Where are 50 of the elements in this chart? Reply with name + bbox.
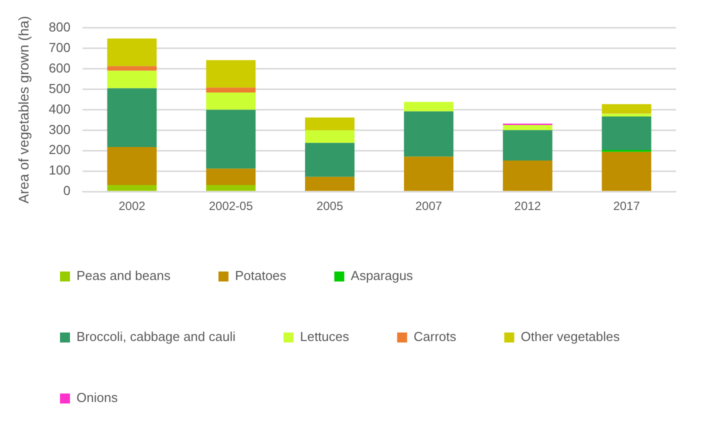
bar bbox=[404, 111, 454, 157]
bar bbox=[602, 113, 652, 116]
bar bbox=[206, 88, 256, 92]
legend-label: Onions bbox=[76, 390, 118, 406]
legend-label: Potatoes bbox=[234, 268, 287, 284]
bar bbox=[502, 130, 552, 160]
legend-label: Peas and beans bbox=[76, 268, 171, 284]
y-tick-label: 800 bbox=[48, 19, 70, 34]
legend-label: Carrots bbox=[414, 329, 457, 344]
y-tick-label: 400 bbox=[48, 101, 70, 116]
bar bbox=[107, 70, 157, 88]
x-tick-label: 2017 bbox=[613, 199, 640, 214]
y-axis-title: Area of vegetables grown (ha) bbox=[15, 16, 32, 204]
x-tick-label: 2002 bbox=[118, 199, 146, 214]
bar bbox=[206, 92, 256, 110]
y-tick-label: 600 bbox=[48, 60, 70, 76]
bar bbox=[602, 104, 652, 113]
bar bbox=[602, 152, 652, 191]
bar bbox=[305, 176, 355, 191]
bar bbox=[602, 116, 652, 150]
bar bbox=[107, 146, 157, 186]
bar bbox=[206, 60, 256, 88]
bar bbox=[305, 130, 355, 143]
legend-label: Asparagus bbox=[350, 268, 414, 284]
bar bbox=[206, 185, 256, 191]
y-tick-label: 500 bbox=[48, 80, 70, 96]
bar bbox=[107, 66, 157, 71]
y-tick-label: 100 bbox=[48, 162, 70, 178]
bar bbox=[107, 88, 157, 147]
bar bbox=[404, 102, 454, 112]
legend-label: Lettuces bbox=[300, 329, 350, 344]
x-tick-label: 2005 bbox=[316, 199, 344, 214]
bar bbox=[502, 160, 552, 191]
bar bbox=[107, 38, 157, 66]
bar bbox=[206, 110, 256, 169]
legend-label: Other vegetables bbox=[520, 329, 620, 344]
bar bbox=[502, 125, 552, 130]
y-tick-label: 0 bbox=[63, 183, 70, 198]
x-tick-label: 2002-05 bbox=[208, 199, 254, 214]
bar bbox=[206, 168, 256, 186]
legend-label: Broccoli, cabbage and cauli bbox=[76, 329, 236, 344]
x-tick-label: 2012 bbox=[514, 199, 542, 214]
y-tick-label: 200 bbox=[48, 142, 70, 158]
y-tick-label: 300 bbox=[48, 122, 70, 137]
bar bbox=[404, 156, 454, 191]
x-tick-label: 2007 bbox=[415, 199, 442, 214]
bar bbox=[305, 142, 355, 177]
bar bbox=[107, 185, 157, 191]
y-tick-label: 700 bbox=[48, 40, 70, 55]
bar bbox=[305, 117, 355, 130]
